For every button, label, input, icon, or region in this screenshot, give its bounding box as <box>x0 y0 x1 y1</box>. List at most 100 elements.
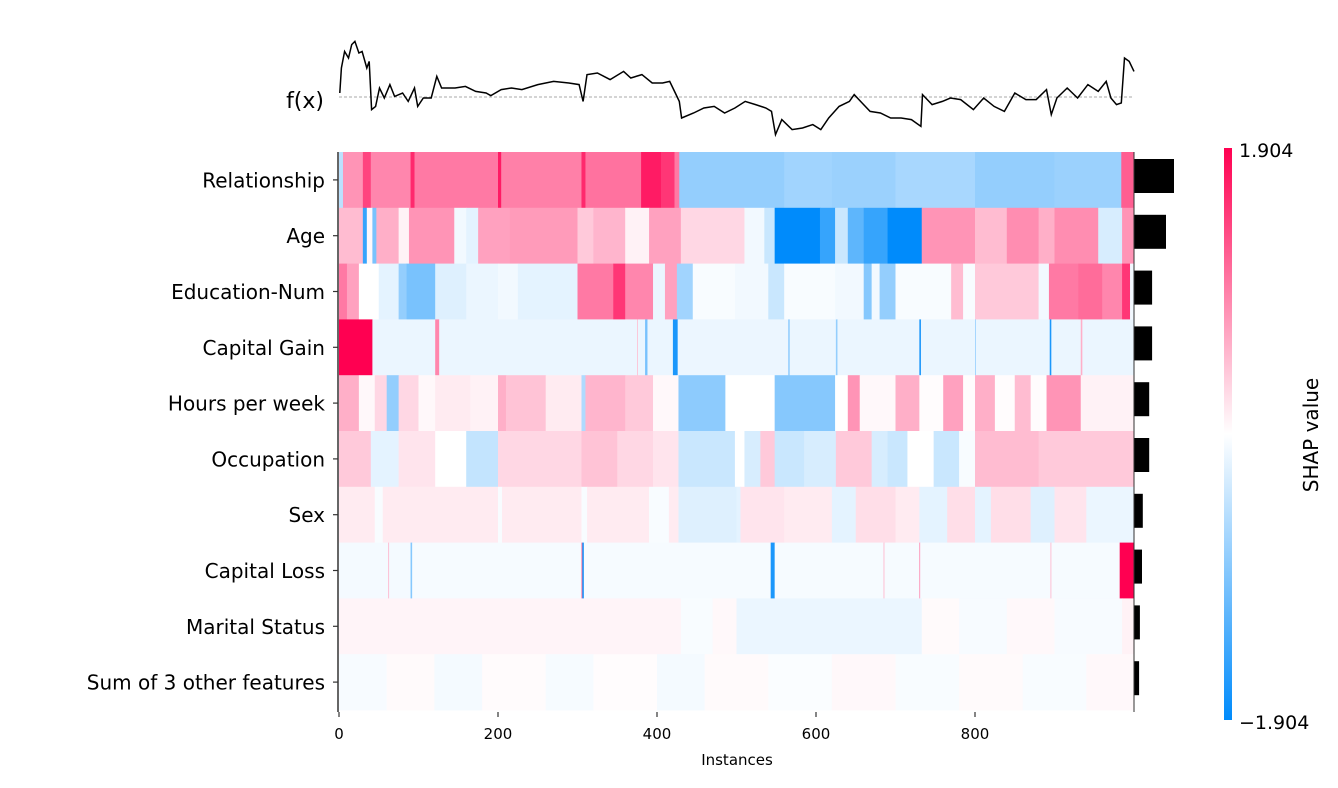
heatmap-cell <box>1086 654 1135 711</box>
heatmap-cell <box>677 319 789 376</box>
heatmap-cell <box>412 542 582 599</box>
feature-label: Marital Status <box>186 615 325 639</box>
mean-abs-bar <box>1134 605 1140 640</box>
heatmap-cell <box>1119 542 1135 599</box>
heatmap-cell <box>831 486 857 543</box>
heatmap-cell <box>408 207 455 264</box>
heatmap-cell <box>435 431 467 488</box>
heatmap-cell <box>418 375 436 432</box>
heatmap-cell <box>744 207 765 264</box>
heatmap-cell <box>389 542 411 599</box>
heatmap-cell <box>887 431 908 488</box>
heatmap-cell <box>470 375 499 432</box>
heatmap-cell <box>582 542 585 599</box>
heatmap-cell <box>466 431 499 488</box>
heatmap-cell <box>577 207 594 264</box>
heatmap-cell <box>435 263 467 320</box>
heatmap-cell <box>625 207 650 264</box>
heatmap-cell <box>863 207 888 264</box>
feature-label: Hours per week <box>168 392 325 416</box>
heatmap-cell <box>372 207 377 264</box>
heatmap-cell <box>454 207 467 264</box>
heatmap-cell <box>837 319 920 376</box>
heatmap-cell <box>676 263 694 320</box>
heatmap-cell <box>366 207 373 264</box>
heatmap-cell <box>339 431 372 488</box>
heatmap-cell <box>883 542 885 599</box>
heatmap-cell <box>704 654 769 711</box>
heatmap-cell <box>895 152 976 209</box>
heatmap-cell <box>362 207 368 264</box>
heatmap-cell <box>509 207 578 264</box>
heatmap-cell <box>637 319 646 376</box>
x-tick-label: 0 <box>334 725 344 743</box>
heatmap-cell <box>382 486 499 543</box>
heatmap-cell <box>920 542 1051 599</box>
heatmap-cell <box>370 152 411 209</box>
heatmap-cell <box>784 152 833 209</box>
heatmap-cell <box>680 598 714 655</box>
heatmap-cell <box>466 207 479 264</box>
heatmap-cell <box>884 542 920 599</box>
heatmap-cell <box>581 486 588 543</box>
heatmap-cell <box>1102 263 1123 320</box>
heatmap-cell <box>1049 319 1052 376</box>
feature-label: Education-Num <box>171 280 325 304</box>
heatmap-cell <box>975 375 996 432</box>
mean-abs-bar <box>1134 326 1153 361</box>
heatmap-cell <box>1080 375 1135 432</box>
heatmap-cell <box>649 486 670 543</box>
heatmap-row-sum-of-3-other-features <box>339 654 1135 711</box>
x-tick-label: 200 <box>484 725 513 743</box>
colorbar-label: SHAP value <box>1299 378 1323 492</box>
heatmap-cell <box>804 431 837 488</box>
heatmap-cell <box>768 263 785 320</box>
heatmap-cell <box>784 263 836 320</box>
heatmap-cell <box>919 319 922 376</box>
heatmap-cell <box>406 263 436 320</box>
heatmap-cell <box>835 263 865 320</box>
heatmap-cell <box>657 654 706 711</box>
heatmap-cell <box>362 152 372 209</box>
mean-abs-bar <box>1134 493 1143 528</box>
heatmap-cell <box>1038 207 1055 264</box>
heatmap-cell <box>764 207 776 264</box>
heatmap-cell <box>975 431 1039 488</box>
colorbar-max-label: 1.904 <box>1239 140 1293 162</box>
heatmap-cell <box>692 263 736 320</box>
heatmap-cell <box>1006 207 1039 264</box>
heatmap-cell <box>907 431 935 488</box>
heatmap-cell <box>895 654 960 711</box>
heatmap-cell <box>517 263 578 320</box>
heatmap-cell <box>374 375 388 432</box>
heatmap-cell <box>498 263 519 320</box>
heatmap-cell <box>374 486 384 543</box>
heatmap-cell <box>1080 319 1083 376</box>
heatmap-cell <box>959 654 1024 711</box>
heatmap-cell <box>498 152 502 209</box>
heatmap-cell <box>740 486 785 543</box>
heatmap-cell <box>919 486 948 543</box>
heatmap-cell <box>498 431 582 488</box>
heatmap-cell <box>994 375 1016 432</box>
heatmap-cell <box>1121 152 1135 209</box>
heatmap-cell <box>435 319 440 376</box>
heatmap-row-age <box>339 207 1135 264</box>
heatmap-cell <box>1122 207 1135 264</box>
heatmap-cell <box>339 654 388 711</box>
heatmap-row-hours-per-week <box>339 375 1135 432</box>
heatmap-cell <box>734 263 769 320</box>
heatmap-cell <box>625 263 654 320</box>
heatmap-cell <box>339 152 344 209</box>
x-axis-label: Instances <box>701 751 773 769</box>
heatmap-cell <box>678 375 726 432</box>
heatmap-cell <box>831 152 896 209</box>
feature-label: Age <box>286 224 325 248</box>
mean-abs-bar <box>1134 382 1150 417</box>
heatmap-cell <box>545 654 594 711</box>
heatmap-cell <box>871 431 888 488</box>
heatmap-cell <box>895 486 920 543</box>
heatmap-cell <box>545 375 582 432</box>
heatmap-cell <box>645 319 648 376</box>
